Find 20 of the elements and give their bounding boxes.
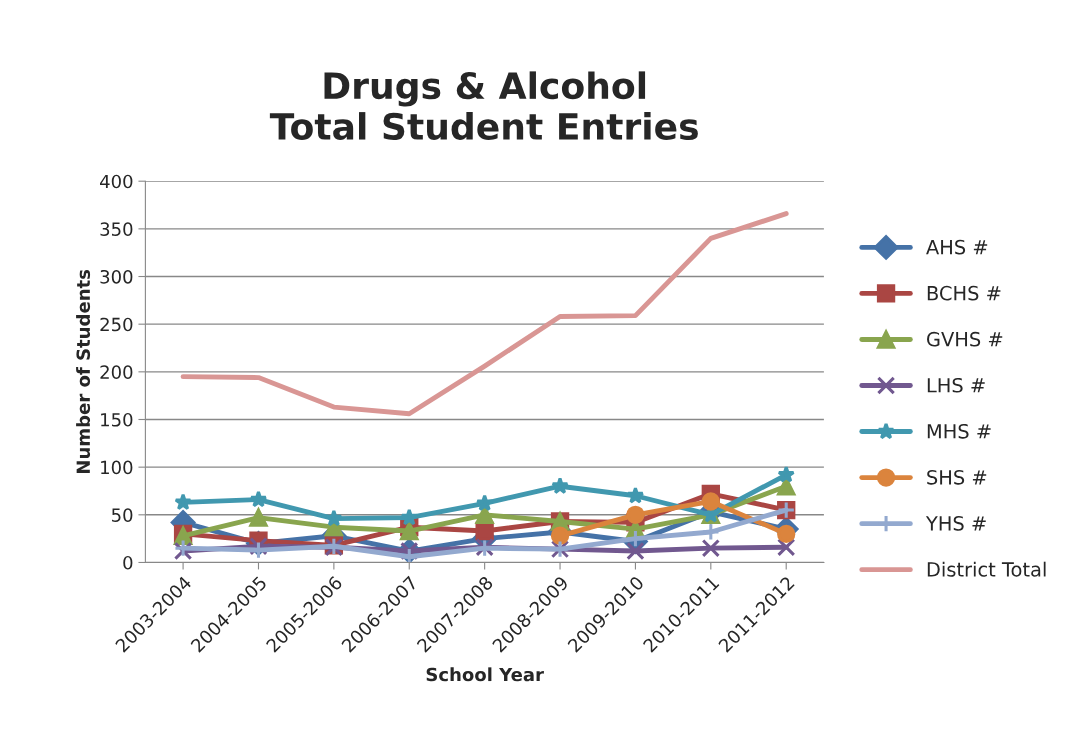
y-tick-label: 300: [100, 269, 133, 284]
legend-label: YHS #: [925, 516, 986, 531]
y-tick-label: 400: [100, 174, 133, 189]
y-tick-label: 250: [100, 317, 133, 332]
y-axis-title: Number of Students: [76, 269, 91, 473]
y-tick-label: 150: [101, 412, 133, 427]
x-axis-title: School Year: [426, 667, 544, 682]
y-tick-label: 200: [100, 365, 133, 379]
legend-label: SHS #: [927, 469, 987, 485]
legend-label: BCHS #: [927, 285, 1001, 301]
legend-label: GVHS #: [927, 331, 1003, 347]
y-tick-label: 350: [100, 222, 133, 236]
legend-label: LHS #: [927, 377, 985, 393]
legend-label: District Total: [927, 561, 1046, 577]
y-tick-label: 100: [101, 460, 133, 475]
y-tick-label: 0: [123, 555, 133, 570]
y-tick-label: 50: [112, 508, 133, 522]
legend-label: AHS #: [926, 239, 988, 255]
legend-label: MHS #: [927, 423, 991, 439]
chart-title: Drugs & Alcohol Total Student Entries: [269, 71, 698, 141]
